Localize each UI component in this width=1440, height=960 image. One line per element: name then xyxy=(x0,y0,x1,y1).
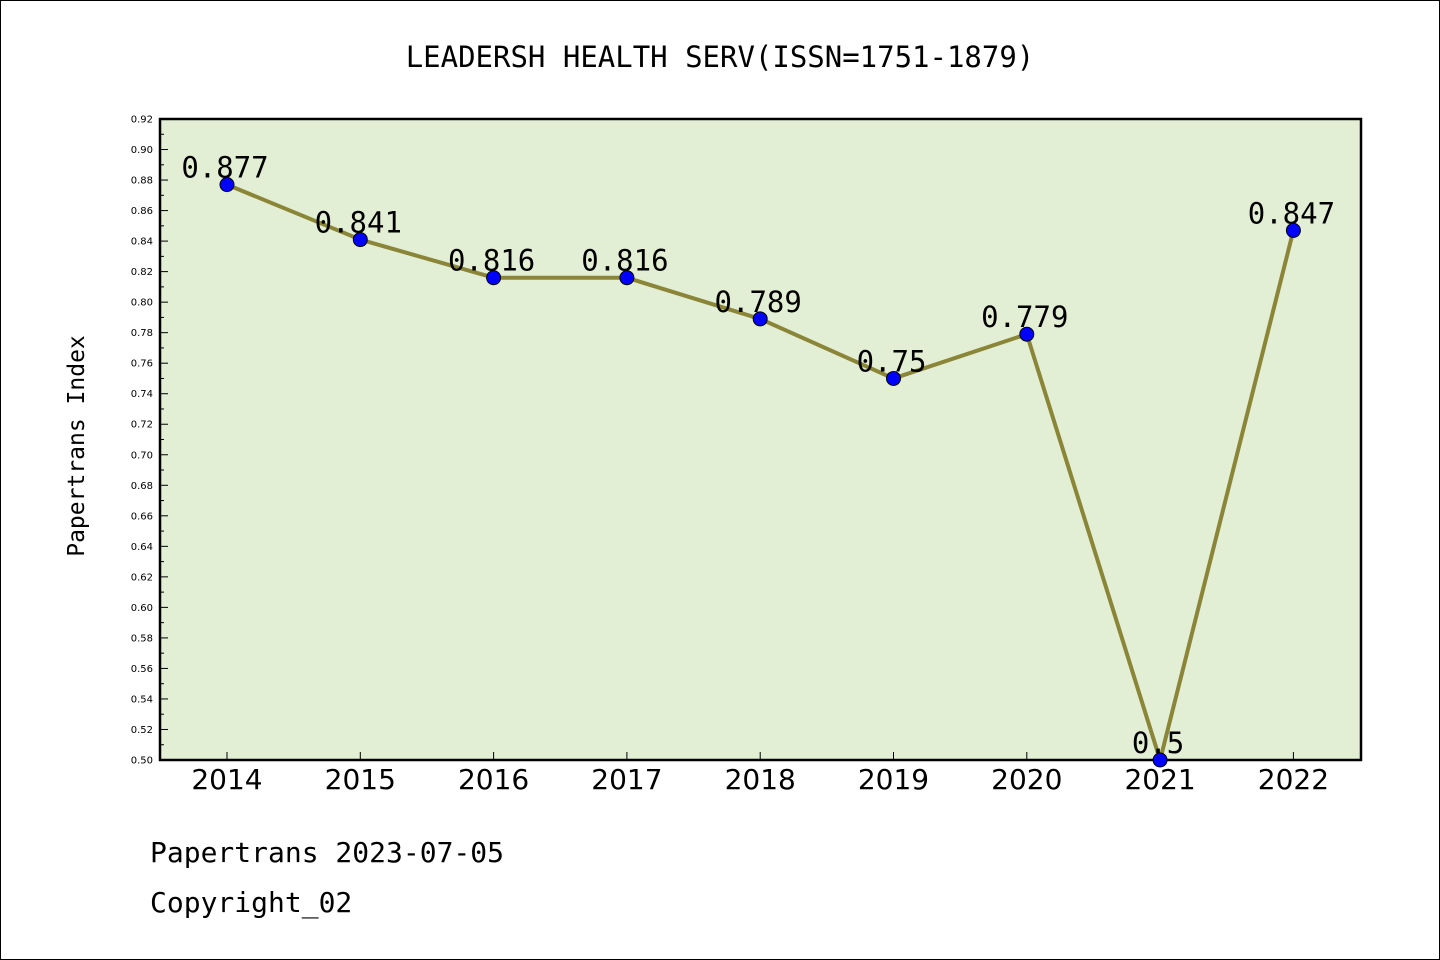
y-tick-label: 0.78 xyxy=(131,328,153,339)
footer-copyright: Copyright_02 xyxy=(150,886,353,919)
plot-area xyxy=(158,117,1363,762)
y-tick-label: 0.86 xyxy=(131,206,153,217)
x-tick-label: 2022 xyxy=(1258,763,1329,796)
x-tick-label: 2014 xyxy=(191,763,262,796)
y-axis: 0.50 0.52 0.54 0.56 0.58 0.60 0.62 0.64 0.66 0.68… xyxy=(131,115,168,767)
data-labels: 0.877 0.841 0.816 0.816 0.789 0.75 0.779 0.5 0.8… xyxy=(181,151,1335,760)
x-tick-label: 2017 xyxy=(591,763,662,796)
data-label: 0.841 xyxy=(315,206,402,240)
data-point xyxy=(1019,326,1035,342)
y-tick-label: 0.58 xyxy=(131,633,153,644)
footer-date: Papertrans 2023-07-05 xyxy=(150,836,505,869)
data-label: 0.789 xyxy=(715,285,802,319)
data-point xyxy=(1285,222,1301,238)
data-point xyxy=(886,370,901,386)
y-tick-label: 0.92 xyxy=(131,115,153,126)
x-tick-label: 2019 xyxy=(858,763,929,796)
y-tick-label: 0.80 xyxy=(131,298,153,309)
data-label: 0.5 xyxy=(1132,726,1184,760)
y-tick-label: 0.52 xyxy=(131,725,153,736)
y-tick-label: 0.76 xyxy=(131,359,153,370)
y-tick-label: 0.54 xyxy=(131,694,153,705)
y-tick-label: 0.60 xyxy=(131,603,153,614)
x-tick-label: 2018 xyxy=(725,763,796,796)
data-point xyxy=(219,177,235,193)
y-tick-label: 0.90 xyxy=(131,145,153,156)
y-tick-label: 0.68 xyxy=(131,481,153,492)
data-label: 0.847 xyxy=(1248,196,1335,230)
data-label: 0.816 xyxy=(581,244,668,278)
data-label: 0.75 xyxy=(857,344,927,378)
series xyxy=(219,177,1301,768)
data-label: 0.779 xyxy=(981,300,1068,334)
data-point xyxy=(752,311,768,327)
data-label: 0.816 xyxy=(448,244,535,278)
data-point xyxy=(619,270,635,286)
data-point xyxy=(1152,752,1168,768)
y-tick-label: 0.82 xyxy=(131,267,153,278)
y-tick-label: 0.56 xyxy=(131,664,153,675)
y-axis-label: Papertrans Index xyxy=(64,335,90,557)
y-tick-label: 0.74 xyxy=(131,389,153,400)
y-tick-label: 0.84 xyxy=(131,237,153,248)
y-tick-label: 0.70 xyxy=(131,450,153,461)
data-point xyxy=(486,270,502,286)
y-tick-label: 0.50 xyxy=(131,756,153,767)
x-tick-label: 2016 xyxy=(458,763,529,796)
data-point xyxy=(352,232,368,248)
chart-title: LEADERSH HEALTH SERV(ISSN=1751-1879) xyxy=(406,40,1035,74)
x-tick-label: 2021 xyxy=(1124,763,1195,796)
y-tick-label: 0.66 xyxy=(131,511,153,522)
data-label: 0.877 xyxy=(181,151,268,185)
x-tick-label: 2020 xyxy=(991,763,1062,796)
x-axis: 2014 2015 2016 2017 2018 2019 2020 2021 2022 xyxy=(191,752,1329,796)
y-tick-label: 0.88 xyxy=(131,176,153,187)
y-tick-label: 0.72 xyxy=(131,420,153,431)
y-tick-label: 0.64 xyxy=(131,542,153,553)
y-tick-label: 0.62 xyxy=(131,572,153,583)
x-tick-label: 2015 xyxy=(325,763,396,796)
